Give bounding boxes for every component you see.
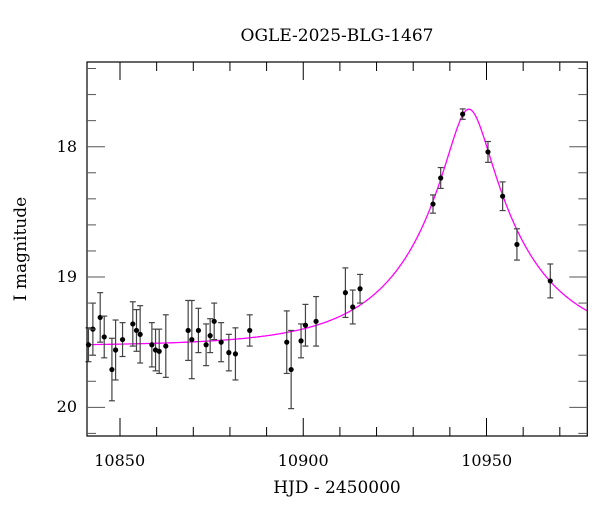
data-point: [430, 201, 436, 207]
y-axis-label: I magnitude: [11, 197, 31, 301]
data-point: [357, 286, 363, 292]
data-point: [109, 366, 115, 373]
chart-title: OGLE-2025-BLG-1467: [241, 26, 434, 46]
x-tick-label-10850: 10850: [94, 451, 145, 470]
data-point: [288, 366, 294, 373]
data-point: [218, 339, 224, 345]
data-point: [203, 342, 209, 348]
data-points-layer: [85, 108, 554, 410]
data-point: [284, 339, 290, 345]
data-point: [185, 327, 191, 334]
data-point: [460, 111, 466, 117]
data-point: [485, 149, 491, 155]
data-point: [163, 343, 169, 349]
data-point: [149, 342, 155, 348]
data-point: [189, 336, 195, 343]
data-point: [247, 327, 253, 334]
data-point: [302, 322, 309, 328]
model-curve: [87, 108, 588, 346]
data-point: [195, 327, 202, 334]
model-curve-layer: [87, 108, 588, 346]
data-point: [130, 321, 136, 327]
data-point: [112, 347, 119, 353]
data-point: [207, 333, 213, 339]
data-point: [342, 290, 348, 296]
data-point: [438, 175, 444, 181]
data-point: [133, 327, 140, 334]
data-point: [101, 334, 107, 340]
data-point: [119, 336, 126, 343]
data-point: [298, 338, 304, 344]
data-point: [232, 351, 239, 357]
x-tick-label-10950: 10950: [461, 451, 512, 470]
x-axis-label: HJD - 2450000: [273, 478, 401, 498]
data-point: [514, 241, 520, 248]
data-point: [547, 278, 553, 284]
data-point: [137, 331, 143, 337]
data-point: [211, 318, 217, 324]
data-point: [156, 348, 162, 354]
data-point: [313, 318, 319, 324]
plot-frame: [86, 61, 588, 437]
data-point: [500, 193, 506, 199]
y-tick-label-19: 19: [57, 267, 77, 286]
y-tick-label-20: 20: [57, 397, 77, 416]
data-point: [226, 349, 232, 356]
data-point: [350, 304, 356, 310]
y-tick-label-18: 18: [57, 137, 77, 156]
x-tick-label-10900: 10900: [278, 451, 329, 470]
axis-ticks: [87, 62, 588, 436]
